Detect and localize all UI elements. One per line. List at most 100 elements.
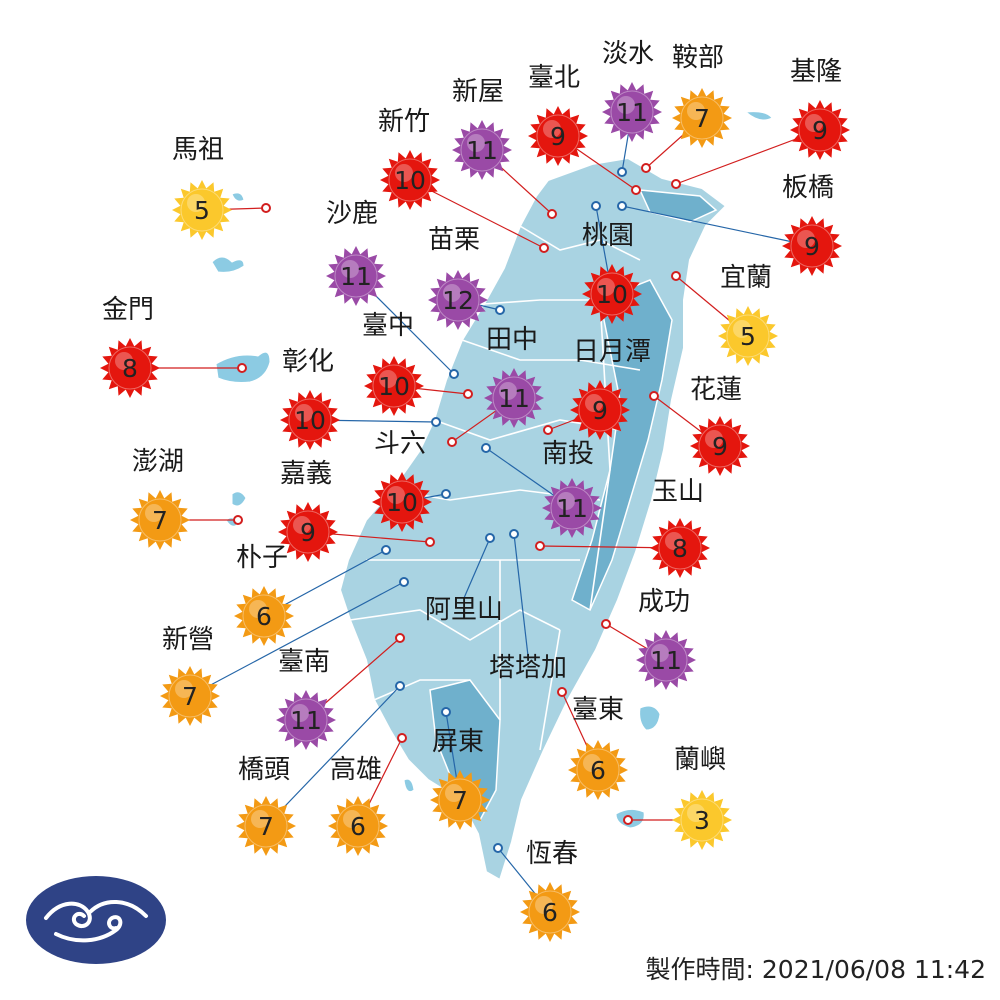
station-label: 阿里山 <box>425 595 503 625</box>
station-label: 斗六 <box>374 429 426 459</box>
county-boundary <box>461 339 641 371</box>
uv-value: 9 <box>804 232 820 261</box>
station-point <box>233 515 243 525</box>
station-label: 玉山 <box>652 477 704 507</box>
uv-badge-shine <box>187 194 205 212</box>
production-time: 製作時間: 2021/06/08 11:42 <box>645 955 986 984</box>
station-label: 嘉義 <box>280 459 332 489</box>
station-point <box>481 443 491 453</box>
uv-value: 9 <box>712 432 728 461</box>
uv-badge-shine <box>249 600 267 618</box>
uv-badge-disc <box>334 254 378 298</box>
uv-badge: 7 <box>130 490 190 550</box>
uv-value: 7 <box>152 506 168 535</box>
uv-badge-disc <box>550 486 594 530</box>
uv-badge: 9 <box>782 216 842 276</box>
logo-swirl <box>44 899 148 943</box>
uv-badge-disc <box>528 890 572 934</box>
uv-badge-shine <box>543 120 561 138</box>
station-label: 新營 <box>162 625 214 655</box>
uv-badge: 6 <box>520 882 580 942</box>
uv-badge: 8 <box>650 518 710 578</box>
uv-badge-shine <box>499 382 517 400</box>
station-label: 苗栗 <box>428 225 480 255</box>
station-point <box>381 545 391 555</box>
station-label: 恆春 <box>526 839 578 869</box>
station-point <box>441 707 451 717</box>
uv-badge: 9 <box>570 380 630 440</box>
uv-badge: 11 <box>542 478 602 538</box>
uv-badge-disc <box>658 526 702 570</box>
station-label: 南投 <box>542 439 594 469</box>
station-point <box>425 537 435 547</box>
station-point <box>261 203 271 213</box>
uv-badge: 11 <box>276 690 336 750</box>
uv-value: 12 <box>442 286 474 315</box>
station-point <box>237 363 247 373</box>
uv-value: 8 <box>122 354 138 383</box>
uv-badge-disc <box>798 108 842 152</box>
uv-badge-shine <box>665 532 683 550</box>
uv-badge-shine <box>617 96 635 114</box>
uv-value: 11 <box>556 494 588 523</box>
uv-badge-disc <box>610 90 654 134</box>
uv-badge: 12 <box>428 270 488 330</box>
uv-badge-shine <box>797 230 815 248</box>
station-point <box>547 209 557 219</box>
station-label: 淡水 <box>602 39 654 69</box>
uv-badge: 10 <box>280 390 340 450</box>
cwb-cloud-logo-icon <box>26 876 166 964</box>
uv-value: 11 <box>498 384 530 413</box>
uv-badge-shine <box>379 370 397 388</box>
uv-badge-shine <box>115 352 133 370</box>
uv-value: 3 <box>694 806 710 835</box>
uv-badge-disc <box>460 128 504 172</box>
uv-badge-shine <box>343 810 361 828</box>
uv-badge: 11 <box>484 368 544 428</box>
county-boundary <box>589 299 611 611</box>
station-point <box>623 815 633 825</box>
uv-badge: 7 <box>160 666 220 726</box>
station-point <box>395 681 405 691</box>
uv-value: 10 <box>394 166 426 195</box>
uv-value: 11 <box>340 262 372 291</box>
uv-badge-disc <box>242 594 286 638</box>
uv-badge-disc <box>698 424 742 468</box>
station-label: 塔塔加 <box>489 653 567 683</box>
station-point <box>431 417 441 427</box>
uv-value: 7 <box>258 812 274 841</box>
uv-value: 6 <box>350 812 366 841</box>
county-boundary <box>373 679 470 701</box>
uv-value: 11 <box>616 98 648 127</box>
county-boundary <box>519 225 641 261</box>
station-label: 屏東 <box>432 727 484 757</box>
uv-badge-shine <box>387 486 405 504</box>
uv-badge-disc <box>388 158 432 202</box>
uv-badge-disc <box>680 96 724 140</box>
uv-value: 10 <box>378 372 410 401</box>
uv-badge-disc <box>288 398 332 442</box>
uv-badge: 10 <box>380 150 440 210</box>
uv-badge-disc <box>438 778 482 822</box>
uv-badge-shine <box>733 320 751 338</box>
uv-badge: 9 <box>790 100 850 160</box>
uv-badge-shine <box>583 754 601 772</box>
station-label: 日月潭 <box>573 337 651 367</box>
uv-badge: 9 <box>528 106 588 166</box>
uv-badge-disc <box>726 314 770 358</box>
uv-badge-disc <box>436 278 480 322</box>
uv-badge: 10 <box>364 356 424 416</box>
uv-badge-shine <box>467 134 485 152</box>
uv-badge-disc <box>576 748 620 792</box>
uv-badge-shine <box>705 430 723 448</box>
uv-value: 6 <box>542 898 558 927</box>
uv-value: 10 <box>294 406 326 435</box>
uv-badge-shine <box>805 114 823 132</box>
station-label: 蘭嶼 <box>674 745 726 775</box>
county-boundary <box>349 609 561 641</box>
uv-badge-shine <box>651 644 669 662</box>
uv-badge-disc <box>578 388 622 432</box>
uv-badge: 6 <box>568 740 628 800</box>
station-label: 金門 <box>102 295 154 325</box>
station-point <box>543 425 553 435</box>
